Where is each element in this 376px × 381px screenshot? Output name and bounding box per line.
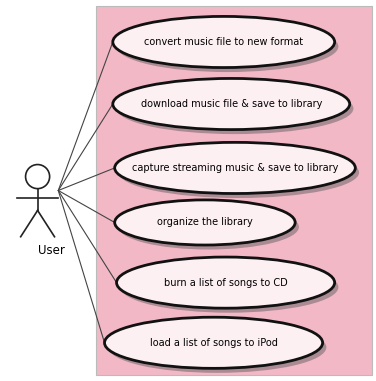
Text: organize the library: organize the library (157, 218, 253, 227)
Ellipse shape (117, 83, 353, 134)
Text: load a list of songs to iPod: load a list of songs to iPod (150, 338, 277, 348)
Ellipse shape (118, 147, 359, 198)
Ellipse shape (117, 257, 335, 308)
Ellipse shape (115, 200, 295, 245)
Text: User: User (38, 244, 64, 257)
Ellipse shape (118, 205, 299, 250)
Ellipse shape (117, 21, 338, 72)
Text: convert music file to new format: convert music file to new format (144, 37, 303, 47)
Bar (96, 6, 372, 375)
Ellipse shape (105, 317, 323, 368)
Ellipse shape (113, 78, 350, 130)
Text: burn a list of songs to CD: burn a list of songs to CD (164, 278, 288, 288)
Text: download music file & save to library: download music file & save to library (141, 99, 322, 109)
Ellipse shape (120, 262, 338, 313)
Ellipse shape (108, 322, 326, 373)
Ellipse shape (115, 142, 355, 194)
Text: capture streaming music & save to library: capture streaming music & save to librar… (132, 163, 338, 173)
Ellipse shape (113, 16, 335, 67)
